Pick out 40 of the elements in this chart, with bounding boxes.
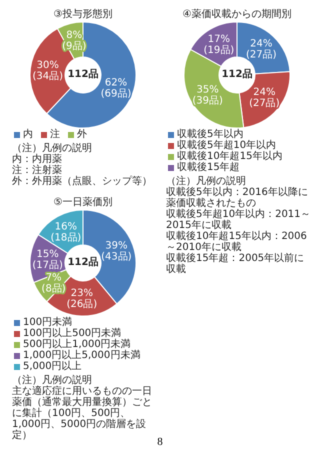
legend-label: 1,000円以上5,000円未満 (22, 350, 142, 361)
text: （注）凡例の説明 (12, 143, 93, 154)
data-label: 23% (26品) (66, 287, 98, 310)
legend-label: 100円未満 (22, 317, 72, 328)
data-label: 16% (18品) (50, 220, 82, 243)
text: 収載後5年以内：2016年以降に薬価収載されたもの (166, 187, 309, 209)
text: 112品 (220, 69, 254, 81)
text: 112品 (68, 257, 98, 268)
text: 主な適応症に用いるものの一日薬価（通常最大用量換算）ごとに集計（100円、500円、1,000円、5000円の階層を設定） (12, 386, 153, 441)
text: 内：内用薬 (12, 154, 63, 165)
chart-title: ⑤一日薬価別 (52, 196, 114, 209)
data-label: 62% (69品) (100, 77, 132, 100)
legend-label: 収載後5年超10年以内 (176, 140, 276, 151)
data-label: 35% (39品) (192, 84, 223, 106)
text: （注）凡例の説明 (166, 176, 247, 187)
data-label: 17% (19品) (204, 33, 234, 56)
legend-label: 500円以上1,000円未満 (22, 339, 131, 350)
legend-label: 100円以上500円未満 (22, 328, 122, 339)
legend-label: 収載後15年超 (176, 162, 241, 173)
chart-title: ③投与形態別 (52, 8, 114, 21)
data-label: 39% (43品) (101, 240, 132, 262)
chart-title: ④薬価収載からの期間別 (182, 8, 292, 21)
text: 収載後15年超：2005年以前に収載 (166, 253, 306, 275)
text: （注）凡例の説明 (12, 375, 93, 386)
data-label: 24% (27品) (246, 38, 277, 60)
text: 収載後10年超15年以内：2006～2010年に収載 (166, 231, 308, 253)
text: 外：外用薬（点眼、シップ等） (12, 176, 153, 187)
text: 112品 (68, 69, 98, 80)
legend-label: 5,000円以上 (22, 361, 83, 372)
legend-label: 外 (76, 129, 87, 140)
text: 8 (157, 436, 163, 448)
legend-label: 収載後10年超15年以内 (176, 151, 284, 162)
text: 注：注射薬 (12, 165, 63, 176)
legend-label: 収載後5年以内 (176, 129, 244, 140)
data-label: 24% (27品) (249, 86, 280, 109)
text: 収載後5年超10年以内：2011～2015年に収載 (166, 209, 312, 231)
data-label: 15% (17品) (32, 248, 64, 271)
data-label: 30% (34品) (32, 60, 64, 82)
legend-label: 注 (49, 129, 60, 140)
legend-label: 内 (22, 129, 33, 140)
